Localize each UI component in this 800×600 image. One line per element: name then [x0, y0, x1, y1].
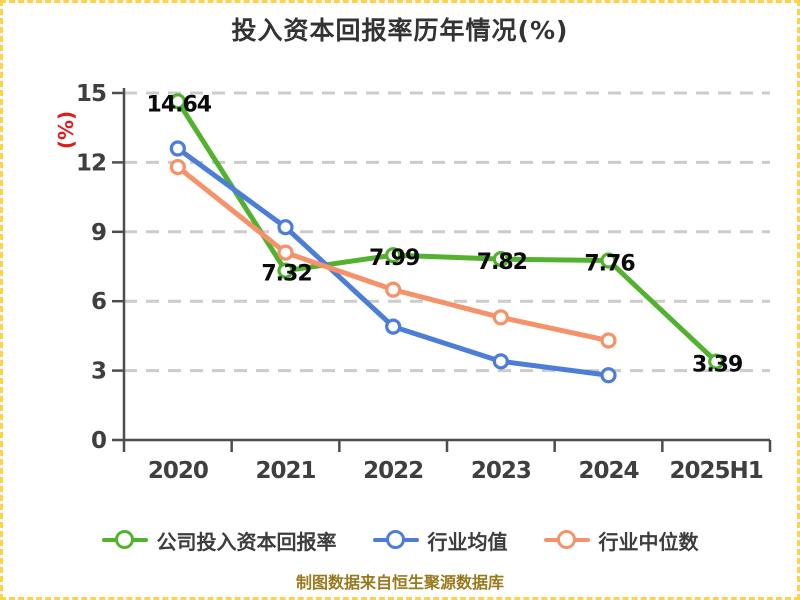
y-tick-label: 3	[91, 359, 106, 385]
x-tick-label: 2023	[471, 458, 531, 484]
data-point[interactable]	[169, 158, 186, 176]
x-tick-label: 2024	[578, 458, 638, 484]
data-point[interactable]	[277, 244, 294, 261]
data-point-label: 7.82	[477, 250, 527, 275]
data-point[interactable]	[492, 309, 509, 326]
data-point[interactable]	[385, 281, 402, 298]
x-tick-label: 2025H1	[670, 458, 763, 484]
data-point-label: 7.99	[369, 246, 419, 271]
y-tick-label: 12	[76, 150, 106, 176]
data-point[interactable]	[708, 353, 725, 370]
chart-title: 投入资本回报率历年情况(%)	[231, 16, 569, 45]
data-source-note: 制图数据来自恒生聚源数据库	[295, 573, 504, 592]
series-line	[175, 98, 719, 365]
data-point[interactable]	[492, 250, 509, 268]
data-point-label: 14.64	[147, 92, 212, 117]
data-point[interactable]	[169, 140, 186, 157]
data-point[interactable]	[385, 318, 402, 335]
x-tick-label: 2021	[255, 458, 315, 484]
data-point[interactable]	[277, 219, 294, 236]
legend: 公司投入资本回报率 行业均值 行业中位数	[3, 521, 797, 559]
y-tick-label: 0	[91, 428, 106, 454]
legend-item-industry-median[interactable]: 行业中位数	[543, 526, 699, 555]
x-tick-label: 2020	[148, 458, 208, 484]
orange-line-marker-icon	[543, 528, 590, 552]
data-point[interactable]	[277, 262, 294, 279]
y-tick-label: 15	[76, 81, 106, 107]
data-point-label: 3.39	[692, 353, 742, 378]
data-point[interactable]	[600, 367, 617, 384]
data-point[interactable]	[492, 353, 509, 370]
legend-label: 公司投入资本回报率	[156, 529, 337, 554]
data-point-label: 7.32	[261, 262, 311, 287]
data-point[interactable]	[600, 332, 617, 349]
x-tick-label: 2022	[363, 458, 423, 484]
green-line-marker-icon	[101, 528, 148, 552]
legend-label: 行业均值	[427, 529, 508, 554]
blue-line-marker-icon	[372, 528, 419, 552]
legend-item-company-roic[interactable]: 公司投入资本回报率	[101, 526, 337, 555]
roic-line-chart-canvas: 0 3 6 9 12 15 2020 2021 2022 2023 2024 2025H1 14.64 7…	[76, 81, 772, 484]
data-point[interactable]	[385, 247, 402, 264]
data-point[interactable]	[600, 252, 617, 269]
data-point[interactable]	[169, 93, 186, 110]
legend-item-industry-mean[interactable]: 行业均值	[372, 526, 508, 555]
data-point-label: 7.76	[584, 251, 635, 276]
legend-label: 行业中位数	[598, 529, 699, 554]
y-tick-label: 9	[91, 220, 106, 246]
y-tick-label: 6	[91, 289, 106, 315]
